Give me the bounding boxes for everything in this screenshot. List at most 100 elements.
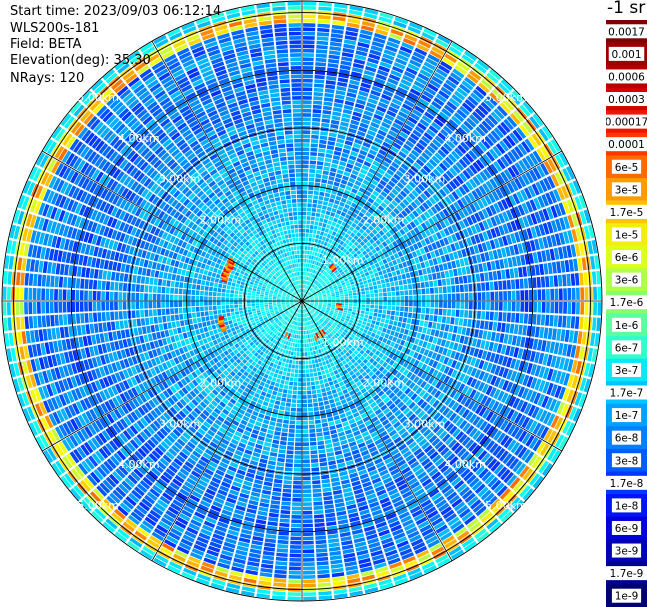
range-gate-cell [330,280,335,284]
range-gate-cell [426,187,435,196]
range-gate-cell [464,194,472,204]
range-gate-cell [323,265,327,270]
range-gate-cell [323,495,333,501]
range-gate-cell [341,56,353,62]
range-gate-cell [349,123,359,130]
range-gate-cell [296,408,302,412]
range-gate-cell [495,260,501,270]
range-gate-cell [402,74,414,83]
range-gate-cell [425,199,433,208]
range-gate-cell [520,301,525,312]
range-gate-cell [466,73,479,84]
range-gate-cell [310,296,314,299]
range-gate-cell [515,336,522,347]
range-gate-cell [340,280,345,284]
range-gate-cell [316,552,328,558]
range-gate-cell [433,72,446,82]
range-gate-cell [297,343,300,348]
range-gate-cell [349,298,353,301]
range-gate-cell [299,352,302,357]
range-gate-cell [303,583,316,588]
range-gate-cell [463,138,473,149]
range-gate-cell [342,266,347,271]
range-gate-cell [386,329,391,335]
range-gate-cell [336,297,340,300]
range-gate-cell [281,428,289,433]
range-gate-cell [319,461,328,467]
range-gate-cell [364,8,379,16]
range-gate-cell [335,223,341,229]
range-gate-cell [415,142,426,151]
range-gate-cell [291,399,297,403]
range-gate-cell [340,211,347,217]
range-gate-cell [370,297,375,301]
range-gate-cell [378,270,383,276]
range-gate-cell [302,288,304,293]
range-gate-cell [325,279,330,284]
range-gate-cell [337,81,348,88]
range-gate-cell [339,395,345,401]
range-gate-cell [303,5,317,10]
range-gate-cell [382,258,388,265]
range-gate-cell [521,141,531,154]
range-gate-cell [347,310,352,314]
range-gate-cell [513,244,520,255]
range-gate-cell [485,282,490,291]
range-gate-cell [536,165,546,178]
range-gate-cell [340,385,347,391]
range-gate-cell [281,497,291,502]
range-gate-cell [291,515,302,519]
range-gate-cell [499,102,511,114]
range-gate-cell [485,241,492,251]
range-gate-cell [394,185,402,193]
range-gate-cell [361,164,370,171]
range-gate-cell [277,544,289,549]
range-gate-cell [293,480,302,485]
range-gate-cell [291,403,297,408]
range-gate-cell [356,191,364,197]
range-gate-cell [302,489,312,494]
range-gate-cell [408,212,416,220]
range-gate-cell [377,250,383,256]
range-gate-cell [309,373,314,377]
range-gate-cell [512,193,521,205]
range-gate-cell [459,83,471,94]
range-gate-cell [324,286,329,290]
range-gate-cell [413,227,420,235]
range-gate-cell [327,275,332,280]
range-gate-cell [292,360,296,365]
range-gate-cell [329,260,334,265]
range-gate-cell [418,339,424,347]
range-gate-cell [314,287,319,291]
range-gate-cell [296,416,302,421]
range-gate-cell [365,307,370,312]
range-gate-cell [318,285,323,289]
range-gate-cell [580,287,585,300]
range-gate-cell [327,299,332,301]
range-gate-cell [530,226,538,238]
range-gate-cell [303,267,306,272]
range-gate-cell [524,301,529,312]
range-gate-cell [317,283,321,287]
range-gate-cell [323,218,328,224]
range-gate-cell [484,321,489,330]
range-gate-cell [368,225,374,232]
range-gate-cell [441,159,451,169]
range-gate-cell [267,429,274,435]
range-gate-cell [368,260,374,266]
range-gate-cell [374,297,379,301]
range-gate-cell [281,375,286,380]
range-gate-cell [309,295,314,298]
range-gate-cell [340,399,347,405]
range-gate-cell [486,229,493,240]
range-gate-cell [306,298,310,300]
range-gate-cell [425,308,430,314]
range-gate-cell [260,427,268,433]
range-gate-cell [390,286,396,292]
range-gate-cell [395,246,401,252]
range-gate-cell [306,373,310,378]
range-gate-cell [303,44,315,49]
range-gate-cell [391,218,398,226]
range-gate-cell [378,101,389,109]
range-gate-cell [416,101,427,111]
